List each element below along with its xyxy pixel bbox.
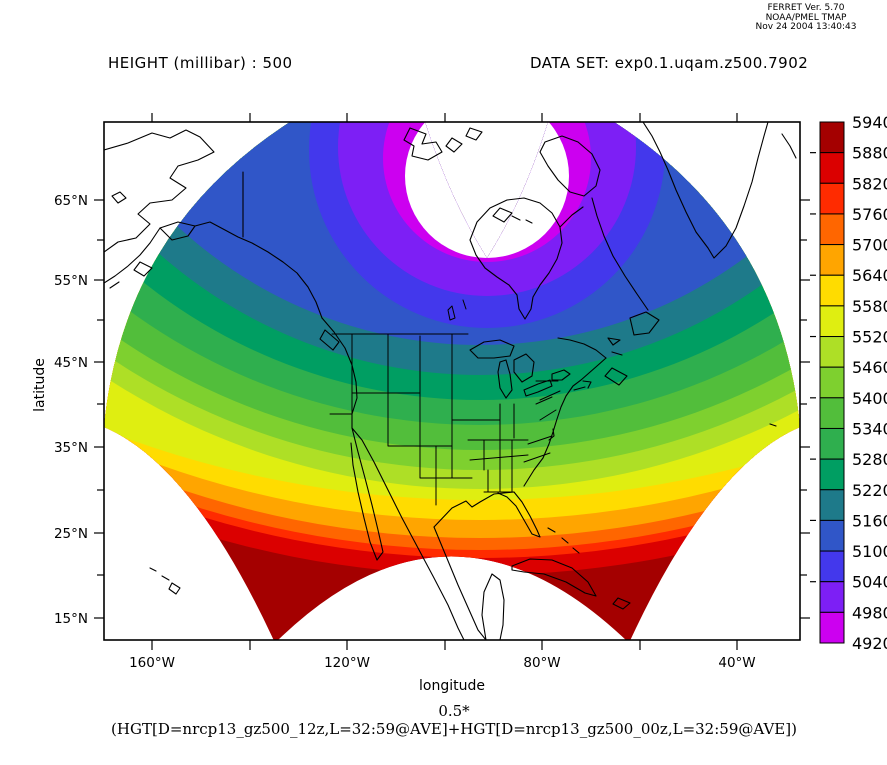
coastline-baja-mexico (350, 427, 465, 640)
colorbar-cell (819, 489, 845, 521)
band-below-minimum (405, 122, 569, 258)
islands-hawaii-caribbean (149, 527, 631, 610)
colorbar-label: 5220 (852, 481, 887, 500)
provenance-block: FERRET Ver. 5.70 NOAA/PMEL TMAP Nov 24 2… (736, 3, 876, 33)
great-lakes (469, 339, 571, 399)
coastline-alaska (104, 171, 323, 319)
colorbar-cell (819, 305, 845, 338)
colorbar-label: 5700 (852, 236, 887, 255)
band-4980 (338, 122, 636, 296)
y-tick-label: 15°N (54, 611, 88, 627)
colorbar-cell (819, 519, 845, 552)
x-axis-title: longitude (419, 678, 485, 694)
colorbar-cell (819, 121, 845, 154)
coastline-gulf-mexico-yucatan (433, 526, 505, 640)
colorbar-label: 5160 (852, 511, 887, 530)
colorbar-cell (819, 550, 845, 583)
colorbar-cell (819, 213, 845, 246)
plot-frame (103, 121, 801, 641)
colorbar-cell (819, 581, 845, 613)
provenance-version: FERRET Ver. 5.70 (767, 3, 845, 13)
colorbar-cell (819, 611, 845, 644)
coastline-gulf-florida-eastcoast (433, 357, 607, 538)
colorbar-label: 5400 (852, 389, 887, 408)
map-outlines (104, 122, 797, 640)
coastline-siberia (104, 129, 215, 253)
y-tick-label: 65°N (54, 193, 88, 209)
colorbar-cell (819, 397, 845, 429)
colorbar-cell (819, 152, 845, 184)
axis-ticks (94, 113, 810, 650)
colorbar-cell (819, 427, 845, 460)
y-tick-label: 35°N (54, 440, 88, 456)
x-tick-label: 120°W (324, 655, 370, 671)
colorbar-cell (819, 458, 845, 491)
x-tick-label: 80°W (523, 655, 560, 671)
coastline-arctic-islands (403, 127, 601, 224)
provenance-timestamp: Nov 24 2004 13:40:43 (755, 22, 857, 32)
x-tick-label: 40°W (718, 655, 755, 671)
colorbar-label: 5640 (852, 266, 887, 285)
variable-expression: 0.5*(HGT[D=nrcp13_gz500_12z,L=32:59@AVE]… (111, 702, 797, 738)
state-boundaries (329, 299, 561, 506)
colorbar-label: 4920 (852, 634, 887, 653)
colorbar-cell (819, 182, 845, 215)
colorbar-cell (819, 274, 845, 307)
colorbar: 5940 5880 5820 5760 5700 5640 5580 5520 5460 5400… (810, 113, 887, 653)
coastline-west-coast (319, 317, 358, 429)
colorbar-cell (819, 244, 845, 276)
colorbar-label: 5760 (852, 205, 887, 224)
colorbar-label: 5280 (852, 450, 887, 469)
colorbar-cell (819, 336, 845, 368)
colorbar-label: 5880 (852, 144, 887, 163)
colorbar-label: 4980 (852, 603, 887, 622)
colorbar-label: 5460 (852, 358, 887, 377)
colorbar-label: 5520 (852, 328, 887, 347)
x-tick-label: 160°W (129, 655, 175, 671)
colorbar-label: 5100 (852, 542, 887, 561)
axis-tick-labels: 160°W 120°W 80°W 40°W 65°N 55°N 45°N 35°N 25°N 15… (54, 193, 756, 671)
y-axis-title: latitude (32, 358, 48, 412)
contour-fill-field (104, 122, 800, 640)
coastline-hudson-bay (469, 197, 584, 320)
colorbar-label: 5340 (852, 419, 887, 438)
colorbar-label: 5940 (852, 113, 887, 132)
provenance-org: NOAA/PMEL TMAP (765, 12, 847, 23)
dataset-title: DATA SET: exp0.1.uqam.z500.7902 (530, 54, 809, 72)
colorbar-label: 5040 (852, 573, 887, 592)
colorbar-label: 5580 (852, 297, 887, 316)
y-tick-label: 25°N (54, 526, 88, 542)
colorbar-label: 5820 (852, 174, 887, 193)
variable-title: HEIGHT (millibar) : 500 (108, 54, 293, 72)
y-tick-label: 55°N (54, 273, 88, 289)
coastline-greenland (642, 122, 797, 259)
colorbar-cell (819, 366, 845, 399)
coastline-maritimes-newfoundland (557, 197, 777, 427)
y-tick-label: 45°N (54, 355, 88, 371)
